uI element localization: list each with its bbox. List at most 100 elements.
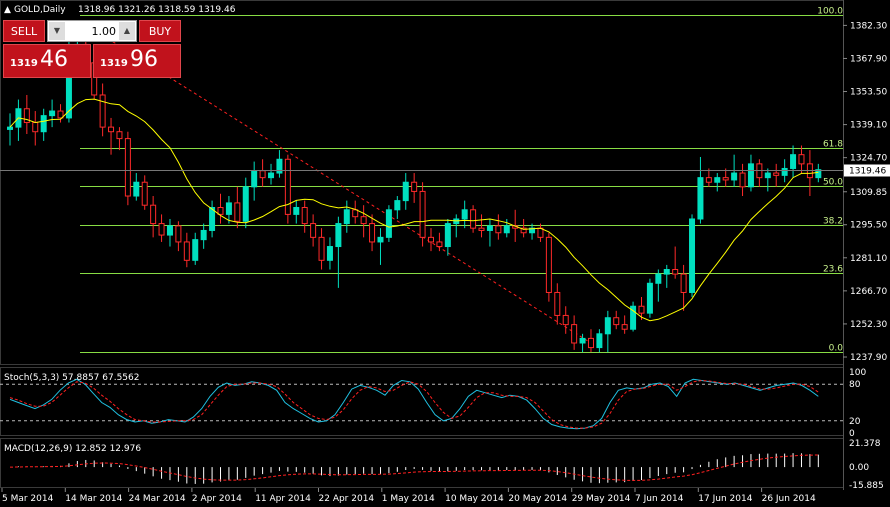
candle-body (781, 167, 788, 176)
bid-price-tile[interactable]: 1319 46 (3, 44, 91, 78)
stoch-tick-label: 100 (849, 368, 866, 378)
candle (689, 214, 696, 298)
fib-level-label: 61.8 (823, 140, 843, 150)
candle-body (284, 158, 291, 215)
candle (318, 228, 325, 270)
chevron-down-icon[interactable]: ▼ (49, 22, 65, 40)
price-tick-label: 1295.50 (850, 221, 887, 231)
candle (680, 264, 687, 311)
date-tick-label: 14 Mar 2014 (65, 494, 122, 504)
candle (268, 163, 275, 185)
candle-body (124, 138, 131, 197)
candle (411, 173, 418, 203)
price-tick-label: 1252.30 (850, 320, 887, 330)
price-axis[interactable]: 1382.30 1367.90 1353.50 1339.10 1324.70 1309.… (843, 21, 887, 363)
candle (175, 221, 182, 252)
candle (722, 168, 729, 187)
candle-body (369, 223, 376, 243)
candle-body (23, 108, 30, 124)
stoch-tick-label: 0 (849, 429, 855, 439)
candle-body (705, 177, 712, 183)
candle-body (520, 227, 527, 234)
trendline[interactable] (102, 34, 592, 344)
chevron-up-icon[interactable]: ▲ (119, 22, 135, 40)
candle (310, 214, 317, 247)
candle (99, 83, 106, 137)
candle-body (116, 131, 123, 140)
lot-size-input[interactable] (68, 23, 116, 39)
ask-price-tile[interactable]: 1319 96 (93, 44, 181, 78)
current-price-label: 1319.46 (849, 167, 886, 177)
candle-body (276, 158, 283, 174)
candle-body (251, 170, 258, 188)
candle-body (739, 172, 746, 188)
candle-body (604, 317, 611, 335)
candle (150, 196, 157, 238)
candle-body (655, 273, 662, 284)
candle-body (630, 305, 637, 330)
date-axis[interactable]: 5 Mar 2014 14 Mar 2014 24 Mar 2014 2 Apr 20… (1, 488, 816, 504)
candle (217, 193, 224, 224)
candle (23, 94, 30, 135)
candle (444, 218, 451, 256)
candle-body (394, 200, 401, 211)
bid-price-big: 1319 (10, 58, 38, 69)
candle-body (419, 190, 426, 238)
candle-body (402, 181, 409, 202)
candle (613, 310, 620, 330)
candle (133, 173, 140, 201)
candle (293, 200, 300, 224)
fibonacci-levels[interactable]: 100.0 61.8 50.0 38.2 23.6 0.0 (80, 7, 843, 354)
chart-collapse-icon[interactable]: ▲ (4, 5, 11, 15)
stochastic-oscillator: 100 80 20 0 (0, 368, 866, 439)
candle (108, 117, 115, 155)
fib-level-label: 23.6 (823, 265, 843, 275)
candle-body (621, 324, 628, 330)
candle (369, 214, 376, 252)
macd-label: MACD(12,26,9) 12.852 12.976 (4, 444, 141, 454)
downtrend-line[interactable] (102, 34, 592, 344)
candle-body (672, 269, 679, 275)
candle (461, 200, 468, 229)
candle-body (461, 209, 468, 220)
candle-body (562, 314, 569, 326)
price-tick-label: 1237.90 (850, 353, 887, 363)
candlestick-series (7, 21, 822, 353)
candle-body (175, 225, 182, 243)
candle (646, 278, 653, 318)
candle (276, 150, 283, 178)
candle (470, 205, 477, 233)
candle-body (815, 169, 822, 179)
price-tick-label: 1382.30 (850, 21, 887, 31)
candle-body (377, 236, 384, 243)
date-tick-label: 22 Apr 2014 (319, 494, 375, 504)
candle (672, 246, 679, 279)
candle-body (234, 202, 241, 222)
candle-body (192, 239, 199, 261)
candle-body (335, 223, 342, 248)
candle (663, 264, 670, 288)
candle-body (747, 163, 754, 188)
price-tick-label: 1353.50 (850, 88, 887, 98)
candle (790, 145, 797, 178)
one-click-trading-panel: SELL ▼ ▲ BUY 1319 46 1319 96 (3, 20, 181, 78)
price-tick-label: 1309.85 (850, 188, 887, 198)
date-tick-label: 11 Apr 2014 (255, 494, 311, 504)
fib-level-label: 0.0 (829, 344, 844, 354)
candle (284, 154, 291, 224)
buy-button[interactable]: BUY (139, 20, 181, 42)
candle (638, 297, 645, 321)
candle-body (293, 206, 300, 215)
candle (166, 218, 173, 247)
candle-body (268, 172, 275, 179)
sell-button[interactable]: SELL (3, 20, 45, 42)
candle (815, 163, 822, 183)
candle-body (301, 206, 308, 225)
candle-body (183, 241, 190, 261)
date-tick-label: 2 Apr 2014 (192, 494, 242, 504)
candle-body (764, 172, 771, 179)
candle (486, 218, 493, 247)
date-tick-label: 29 May 2014 (572, 494, 631, 504)
candle (571, 315, 578, 350)
